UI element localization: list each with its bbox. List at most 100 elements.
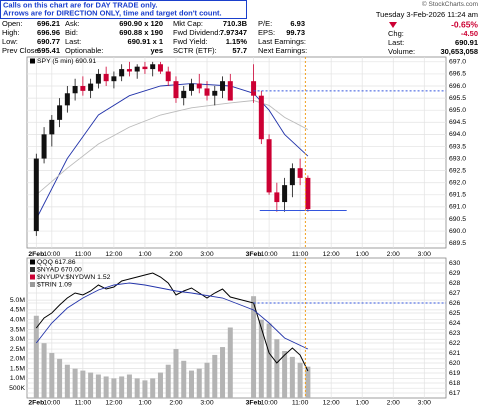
candle-body [251,81,257,96]
volume-bar [111,378,117,398]
quote-label: High: [2,28,20,37]
plot-area [26,56,447,249]
note-line: Calls on this chart are for DAY TRADE on… [3,0,157,9]
y-tick-label: 696.0 [449,83,466,90]
candle-body [196,83,202,89]
line [35,282,309,350]
quote-label: Prev Close: [2,46,41,55]
quote-label: P/E: [258,19,272,28]
candle-body [258,95,264,140]
legend-swatch [30,58,35,64]
candle-body [95,73,101,84]
y-tick-label: 693.5 [449,143,466,150]
candle-body [274,192,280,203]
y-tick-label: 690.0 [449,228,466,235]
volume-bar [196,368,202,398]
quote-value: 695.41 [37,46,60,55]
volume-bar [157,372,163,398]
legend-label: $TRIN 1.09 [37,281,72,288]
line [35,272,309,372]
volume-bar [173,349,179,398]
y-tick-label: 619 [449,370,461,377]
quote-label: Open: [2,19,22,28]
y-tick-label: 694.0 [449,131,466,138]
y-tick-label: 696.5 [449,71,466,78]
candle-body [119,69,125,77]
legend-swatch [30,282,35,287]
y-tick-label: 618 [449,380,461,387]
volume-bar [142,380,148,398]
x-tick-label: 12:00 [105,251,122,258]
x-tick-label: 12:00 [323,399,340,406]
volume-bar [266,323,272,398]
y-tick-label: 1.0M [10,375,25,382]
y-tick-label: 626 [449,300,461,307]
volume-bar [204,362,210,398]
candle-body [173,81,179,99]
candle-body [103,73,109,82]
x-tick-label: 3:00 [200,251,213,258]
x-tick-label: 1:00 [138,399,151,406]
y-tick-label: 628 [449,280,461,287]
volume-bar [289,356,295,398]
y-tick-label: 500K [9,385,25,392]
y-tick-label: 621 [449,350,461,357]
y-tick-label: 624 [449,320,461,327]
volume-bar [165,364,171,398]
quote-date: Tuesday 3-Feb-2026 11:24 am [376,10,478,19]
candle-body [297,168,303,178]
candle-body [289,168,295,186]
note-box [0,0,247,19]
x-tick-label: 1:00 [356,399,369,406]
quote-value: 690.91 x 1 [128,37,163,46]
legend-swatch [30,267,35,272]
quote-label: Mkt Cap: [173,19,203,28]
candle-body [188,83,194,91]
candle-body [33,158,39,232]
quote-value: 690.77 [37,37,60,46]
candle-body [227,81,233,101]
y-tick-label: 692.5 [449,167,466,174]
y-tick-label: 697.0 [449,59,466,66]
quote-value: -4.50 [461,29,478,38]
volume-bar [119,376,125,398]
note-line: Arrows are for DIRECTION ONLY, time and … [3,8,222,17]
y-tick-label: 691.0 [449,204,466,211]
volume-bar [274,339,280,398]
x-tick-label: 1:00 [356,251,369,258]
x-tick-label: 3:00 [418,251,431,258]
volume-bar [220,347,226,398]
candle-body [57,105,63,120]
y-tick-label: 4.5M [10,307,25,314]
x-tick-label: 11:00 [292,251,309,258]
y-tick-label: 691.5 [449,192,466,199]
quote-value: 690.90 x 120 [119,19,163,28]
x-tick-label: 12:00 [323,251,340,258]
quote-label: Fwd Dividend: [173,28,221,37]
quote-value: 696.96 [37,28,60,37]
candle-body [64,93,70,106]
volume-bar [95,374,101,398]
x-tick-label: 11:00 [75,251,92,258]
quote-label: Low: [2,37,18,46]
x-tick-label: 3:00 [200,399,213,406]
x-tick-label: 2:00 [387,399,400,406]
candle-body [142,66,148,70]
y-tick-label: 629 [449,270,461,277]
quote-value: 6.93 [290,19,305,28]
x-tick-label: 2:00 [169,251,182,258]
quote-label: SCTR (ETF): [173,46,217,55]
volume-bar [80,370,86,398]
volume-bar [64,364,70,398]
x-tick-label: 1:00 [138,251,151,258]
volume-bar [297,362,303,398]
quote-label: Optionable: [65,46,103,55]
candle-body [181,90,187,99]
quote-value: 7.97347 [220,28,247,37]
y-tick-label: 627 [449,290,461,297]
volume-bar [57,358,63,398]
volume-bar [150,378,156,398]
quote-value: 30,653,058 [440,47,478,56]
candle-body [165,71,171,82]
volume-bar [49,352,55,398]
